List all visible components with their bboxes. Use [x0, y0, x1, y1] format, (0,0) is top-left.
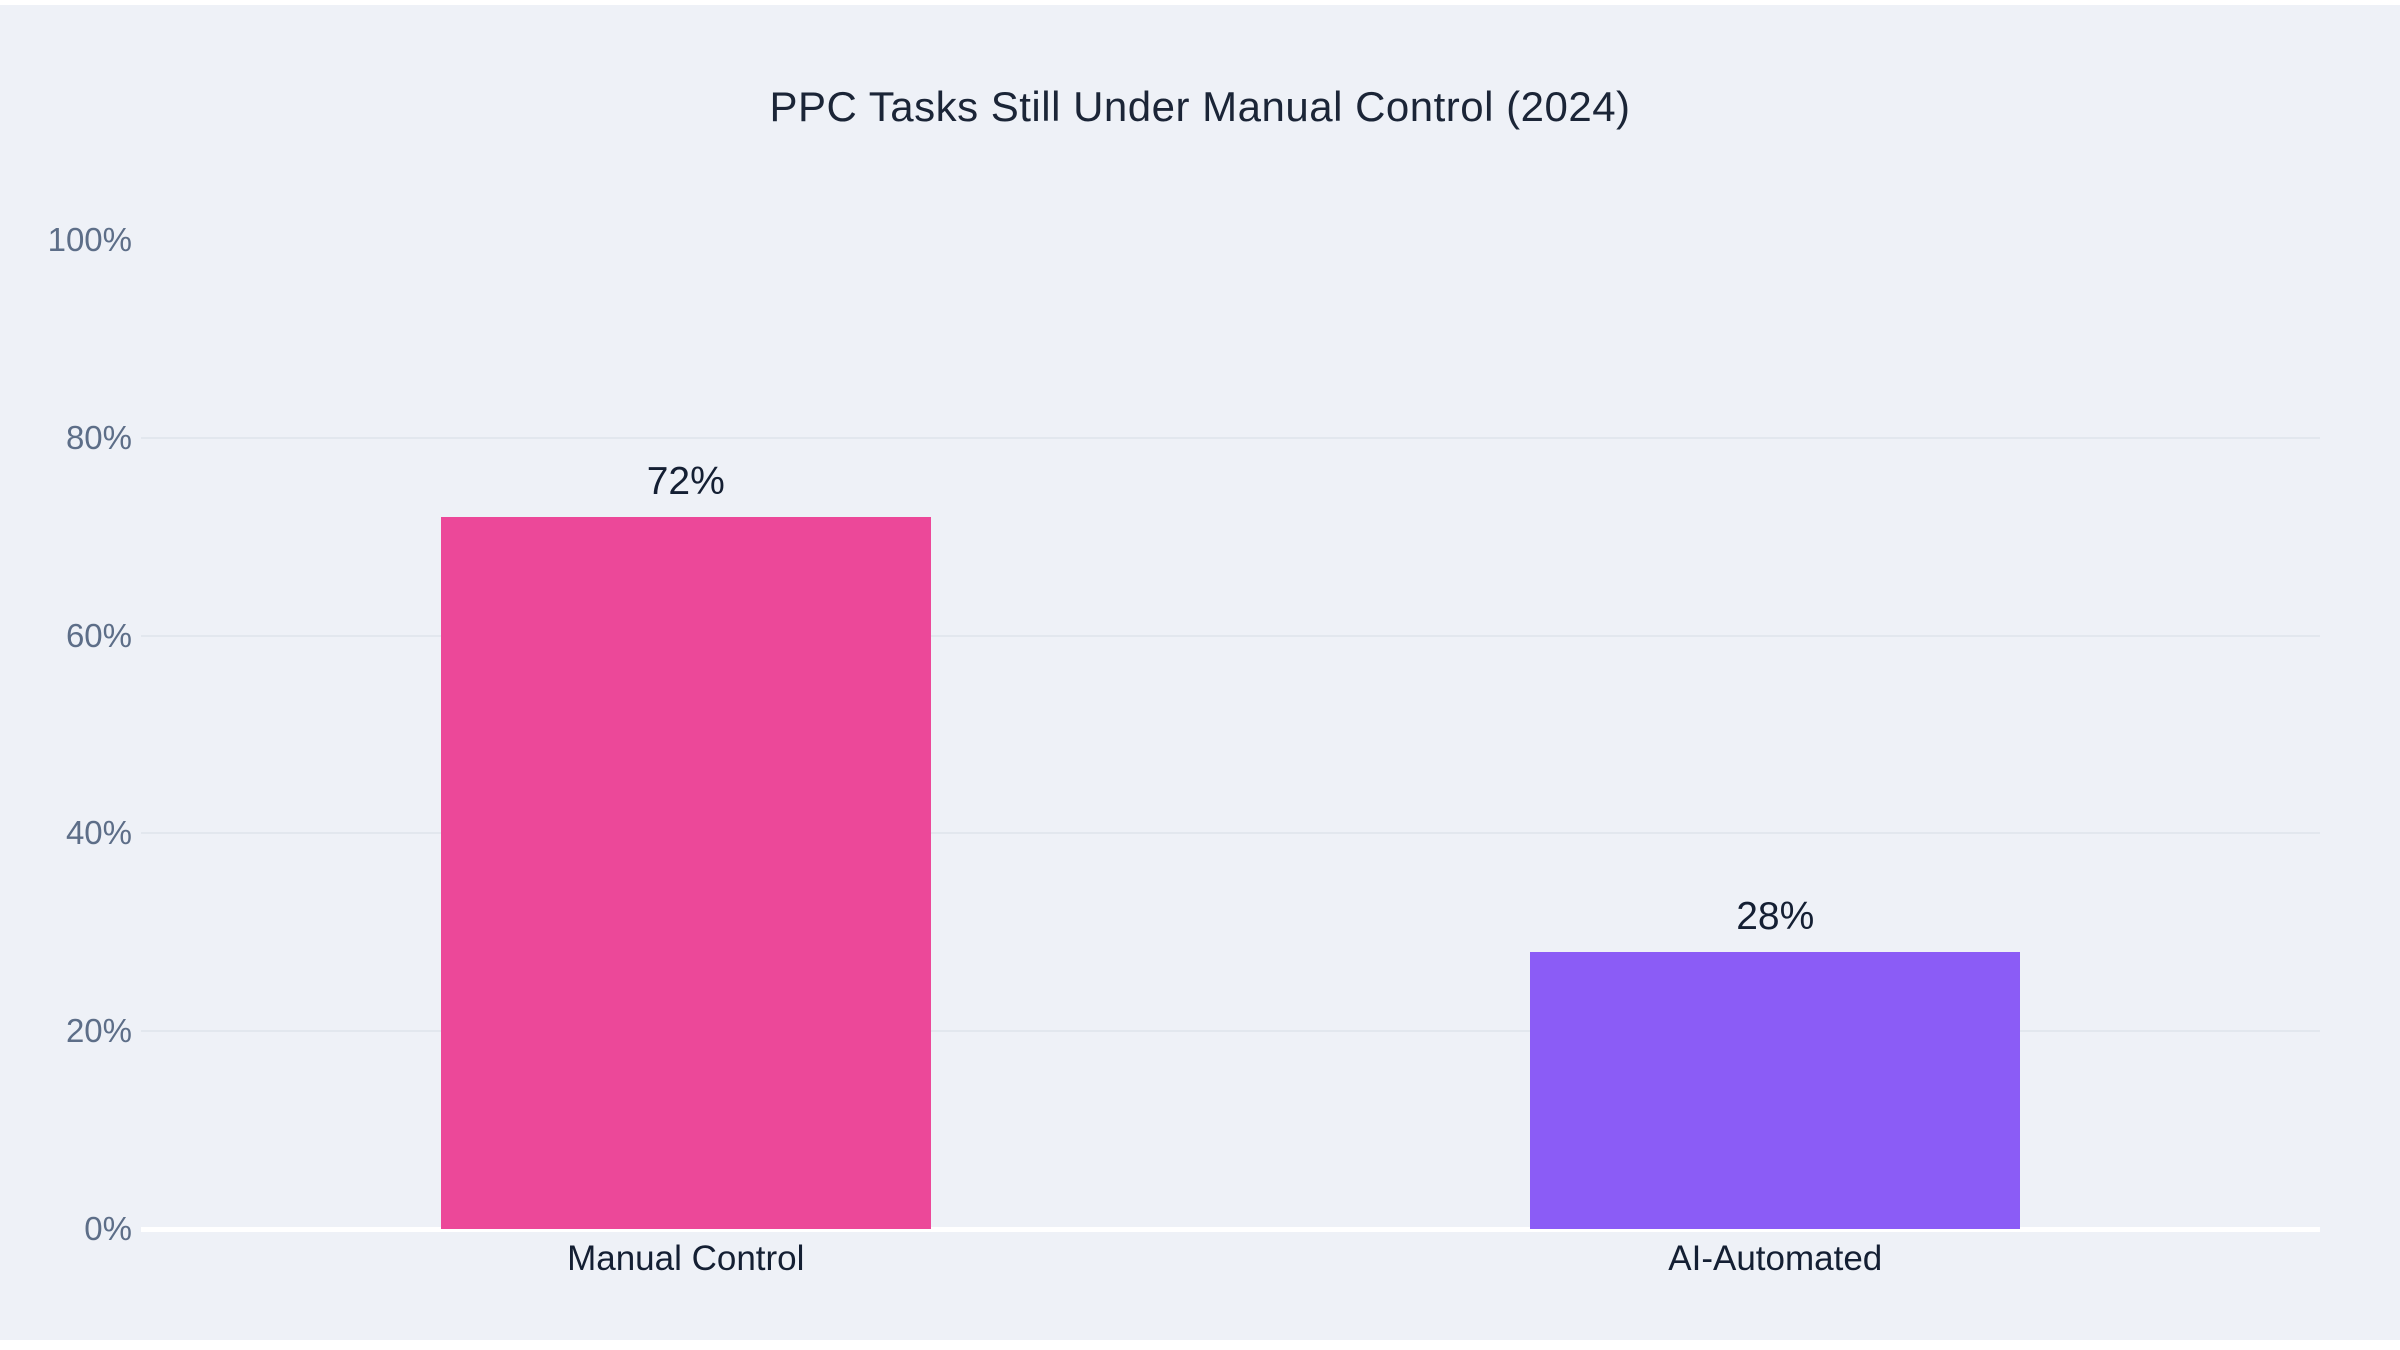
y-tick-label: 0% [84, 1210, 132, 1247]
chart-title: PPC Tasks Still Under Manual Control (20… [769, 83, 1631, 130]
x-axis-line [141, 1227, 2320, 1232]
x-category-label: AI-Automated [1668, 1239, 1883, 1278]
gridline [141, 1030, 2320, 1033]
bar-manual-control [440, 516, 931, 1229]
bar-value-label: 28% [1736, 895, 1815, 939]
bar-value-label: 72% [646, 459, 725, 503]
bar-ai-automated [1530, 952, 2021, 1229]
y-tick-label: 100% [47, 221, 132, 258]
y-tick-label: 20% [65, 1012, 132, 1050]
y-tick-label: 40% [65, 814, 132, 852]
y-tick-label: 60% [65, 616, 132, 654]
y-tick-label: 80% [65, 418, 132, 456]
gridline [141, 436, 2320, 439]
x-category-label: Manual Control [567, 1239, 805, 1278]
gridline [141, 634, 2320, 637]
chart-panel: PPC Tasks Still Under Manual Control (20… [0, 5, 2400, 1340]
gridline [141, 832, 2320, 835]
